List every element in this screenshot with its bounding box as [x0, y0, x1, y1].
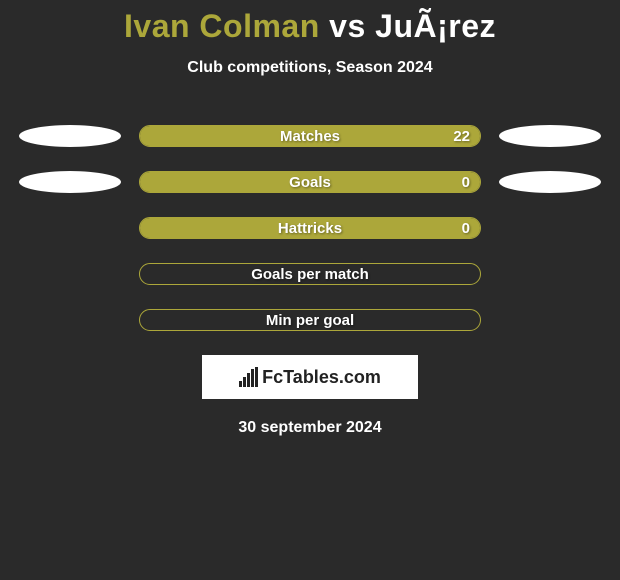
stat-row: Goals0 — [0, 171, 620, 193]
date-text: 30 september 2024 — [0, 419, 620, 437]
left-ellipse-placeholder — [19, 263, 121, 285]
title-opponent: JuÃ¡rez — [375, 8, 496, 44]
right-ellipse-placeholder — [499, 263, 601, 285]
bar-value: 0 — [462, 172, 470, 192]
comparison-card: Ivan Colman vs JuÃ¡rez Club competitions… — [0, 0, 620, 437]
bar-label: Min per goal — [140, 310, 480, 330]
bar-label: Goals per match — [140, 264, 480, 284]
stat-bar: Min per goal — [139, 309, 481, 331]
title-player: Ivan Colman — [124, 8, 320, 44]
logo-text: FcTables.com — [262, 367, 381, 388]
stat-row: Hattricks0 — [0, 217, 620, 239]
title-vs: vs — [329, 8, 366, 44]
bar-label: Hattricks — [140, 218, 480, 238]
right-ellipse — [499, 171, 601, 193]
stat-bar: Hattricks0 — [139, 217, 481, 239]
bars-list: Matches22Goals0Hattricks0Goals per match… — [0, 125, 620, 331]
right-ellipse-placeholder — [499, 217, 601, 239]
left-ellipse-placeholder — [19, 309, 121, 331]
stat-row: Matches22 — [0, 125, 620, 147]
stat-bar: Goals0 — [139, 171, 481, 193]
stat-bar: Matches22 — [139, 125, 481, 147]
stat-row: Min per goal — [0, 309, 620, 331]
left-ellipse — [19, 125, 121, 147]
right-ellipse — [499, 125, 601, 147]
bar-label: Goals — [140, 172, 480, 192]
left-ellipse-placeholder — [19, 217, 121, 239]
right-ellipse-placeholder — [499, 309, 601, 331]
stat-bar: Goals per match — [139, 263, 481, 285]
stat-row: Goals per match — [0, 263, 620, 285]
page-title: Ivan Colman vs JuÃ¡rez — [0, 8, 620, 45]
left-ellipse — [19, 171, 121, 193]
bar-value: 22 — [453, 126, 470, 146]
bar-chart-icon — [239, 367, 258, 387]
bar-label: Matches — [140, 126, 480, 146]
subtitle: Club competitions, Season 2024 — [0, 59, 620, 77]
logo-box[interactable]: FcTables.com — [202, 355, 418, 399]
bar-value: 0 — [462, 218, 470, 238]
